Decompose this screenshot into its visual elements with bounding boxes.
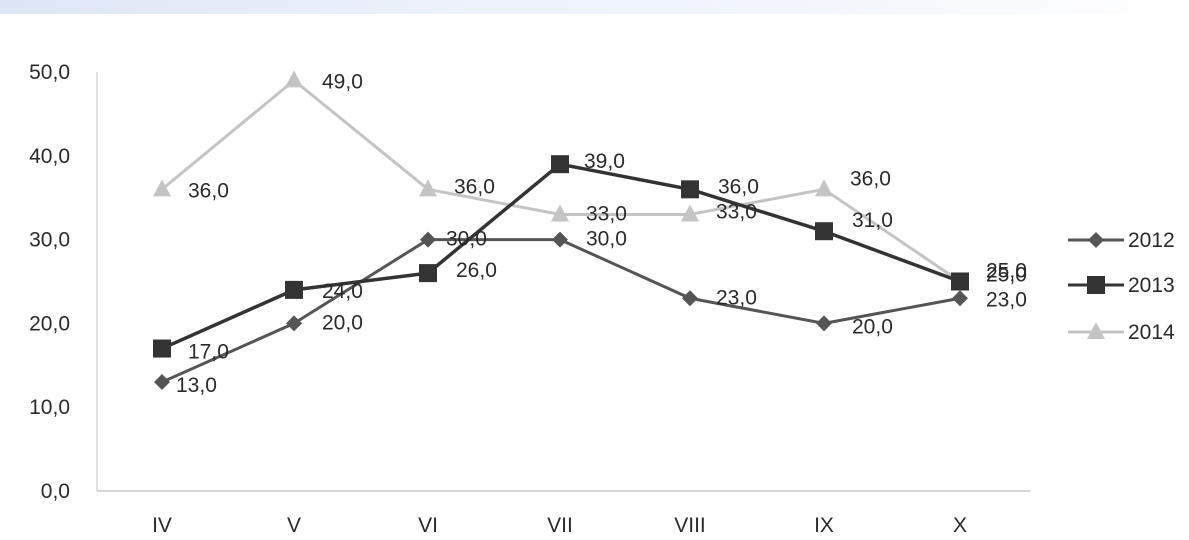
legend-label-2012: 2012 [1128,229,1175,252]
point-2014-marker [681,204,699,222]
legend-item-2012: 2012 [1068,229,1175,252]
point-2014-marker [419,179,437,197]
series-2012 [154,231,968,391]
point-2013-marker [153,339,171,358]
data-label-2014: 36,0 [188,179,229,202]
point-2013-marker [815,222,833,241]
data-label-2014: 36,0 [850,167,891,190]
y-tick-label: 10,0 [29,396,70,419]
point-2012-marker [286,315,302,332]
legend-marker-2013 [1087,276,1105,294]
data-label-2013: 31,0 [852,209,893,232]
data-label-2013: 39,0 [584,150,625,173]
point-2014-marker [153,179,171,197]
x-tick-label: V [287,514,301,537]
data-label-2014: 33,0 [716,200,757,223]
data-label-2012: 30,0 [446,228,487,251]
y-tick-label: 40,0 [29,145,70,168]
data-label-2014: 49,0 [322,70,363,93]
series-layer [153,70,969,391]
data-label-2012: 20,0 [322,311,363,334]
point-2013-marker [285,280,303,299]
point-2012-marker [816,315,832,332]
point-2012-marker [154,374,170,391]
point-2014-marker [285,70,303,88]
legend-marker-2012 [1088,232,1104,248]
data-label-2013: 26,0 [456,259,497,282]
y-tick-label: 20,0 [29,312,70,335]
series-line-2014 [161,78,961,283]
x-tick-label: IX [814,514,834,537]
point-2012-marker [682,290,698,307]
x-tick-labels: IV V VI VII VIII IX X [152,514,967,537]
y-tick-label: 0,0 [41,480,70,503]
x-tick-label: VII [547,514,573,537]
data-label-2013: 24,0 [322,280,363,303]
data-labels-layer: 36,049,036,033,0 33,036,025,013,020,030,0… [176,70,1027,397]
point-2013-marker [551,155,569,174]
y-tick-label: 30,0 [29,229,70,252]
legend-label-2014: 2014 [1128,321,1175,344]
data-label-2012: 30,0 [586,228,627,251]
series-2013 [153,155,969,358]
legend: 2012 2013 2014 [1068,229,1175,344]
x-tick-label: VI [418,514,438,537]
point-2012-marker [420,231,436,248]
x-tick-label: IV [152,514,172,537]
legend-label-2013: 2013 [1128,274,1175,297]
top-edge-strip [0,0,1189,14]
data-label-2014: 36,0 [454,175,495,198]
series-2014 [153,70,969,289]
data-label-2013: 25,0 [986,260,1027,283]
data-label-2013: 36,0 [718,175,759,198]
series-line-2012 [161,238,961,384]
point-2012-marker [952,290,968,307]
y-tick-labels: 0,0 10,0 20,0 30,0 40,0 50,0 [29,61,70,503]
legend-item-2014: 2014 [1068,321,1175,344]
legend-marker-2014 [1087,322,1105,339]
x-tick-label: VIII [674,514,706,537]
x-tick-label: X [953,514,967,537]
legend-item-2013: 2013 [1068,274,1175,297]
point-2014-marker [815,179,833,197]
data-label-2013: 17,0 [188,341,229,364]
data-label-2012: 13,0 [176,374,217,397]
data-label-2012: 23,0 [716,286,757,309]
data-label-2014: 33,0 [586,202,627,225]
point-2013-marker [681,180,699,199]
y-tick-label: 50,0 [29,61,70,84]
point-2014-marker [551,204,569,222]
chart-axes [96,72,1030,492]
data-label-2014: 25,0 [986,264,1027,287]
point-2013-marker [419,264,437,283]
data-label-2012: 23,0 [986,288,1027,311]
data-label-2012: 20,0 [852,315,893,338]
point-2012-marker [552,231,568,248]
point-2013-marker [951,272,969,291]
